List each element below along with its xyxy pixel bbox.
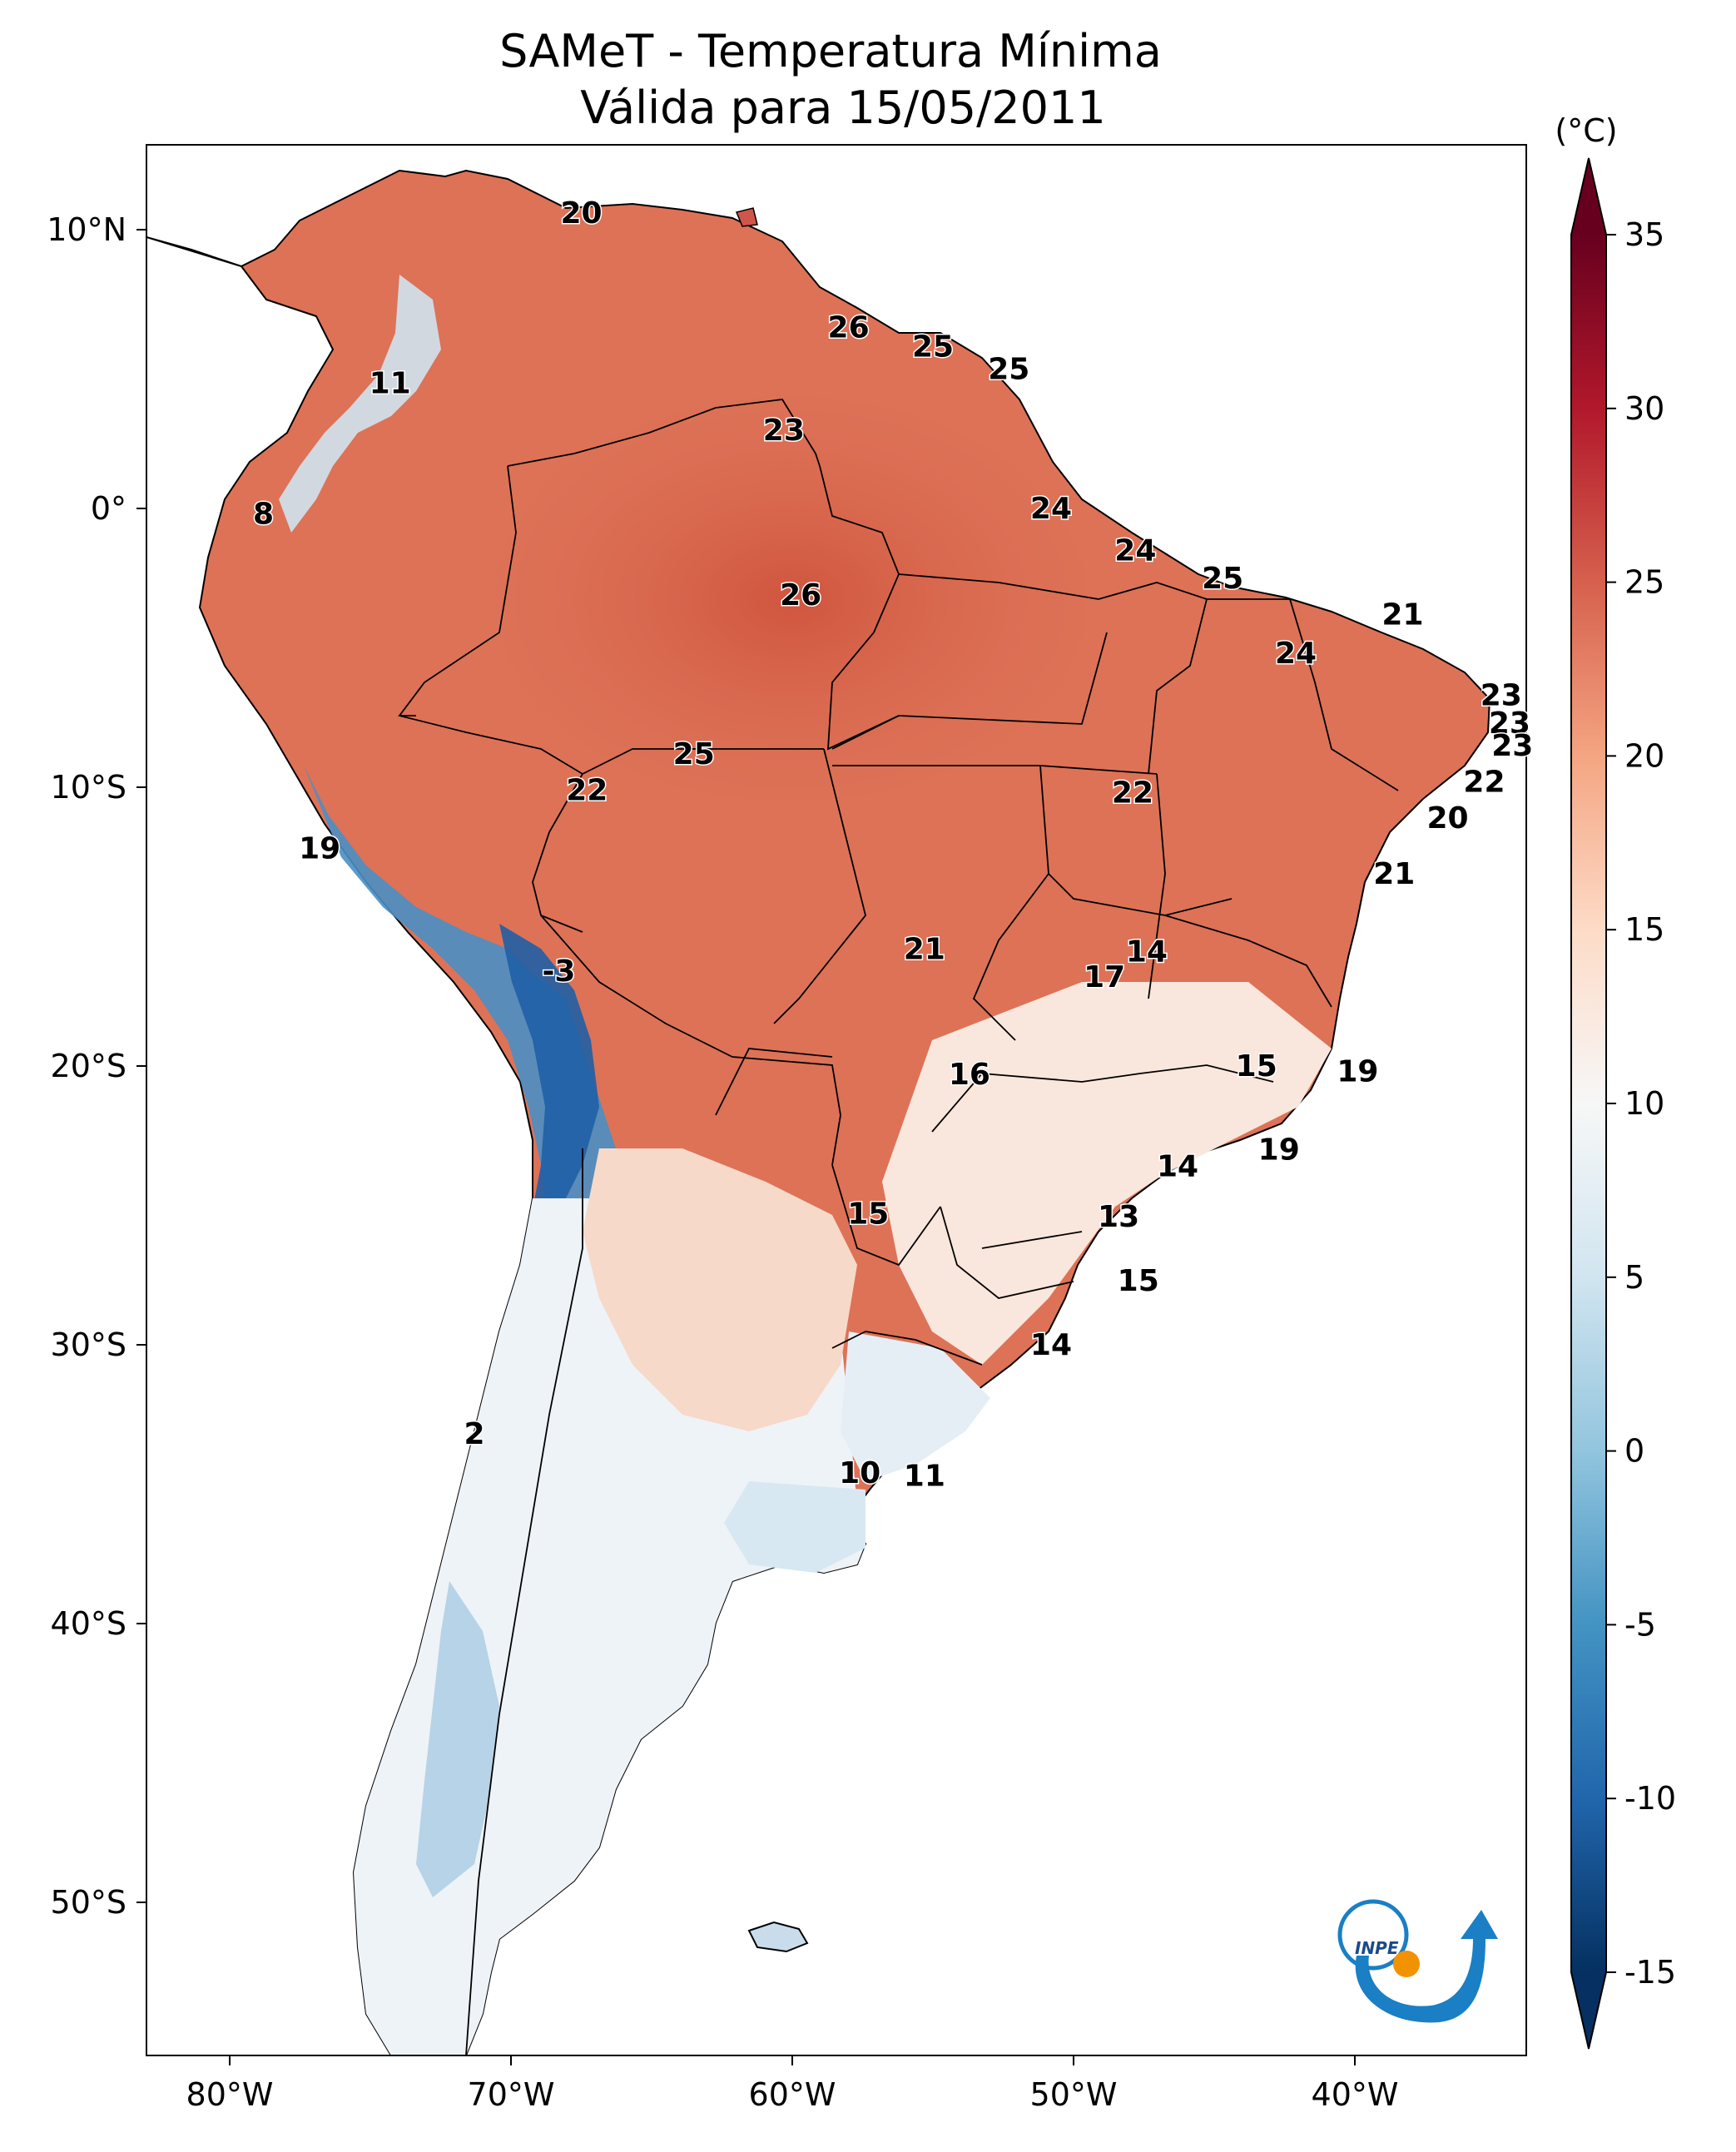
contour-label: -3	[542, 955, 575, 989]
north-andes-cool	[279, 275, 441, 533]
contour-label: 8	[253, 498, 274, 532]
y-tick-label: 50°S	[51, 1884, 126, 1921]
pampas-warm	[583, 1148, 857, 1431]
contour-label: 11	[904, 1459, 945, 1493]
contour-label: 25	[1202, 562, 1243, 596]
logo-circle	[1337, 1899, 1409, 1971]
contour-label: 15	[1118, 1264, 1159, 1298]
contour-label: 11	[370, 366, 411, 400]
colorbar-tick-label: 10	[1624, 1085, 1664, 1122]
contour-label: 22	[1463, 765, 1505, 799]
contour-label: 22	[566, 773, 608, 807]
contour-label: 17	[1084, 960, 1125, 994]
colorbar-tick-label: 25	[1624, 564, 1664, 601]
contour-label: 25	[912, 330, 954, 364]
contour-label: 19	[1337, 1055, 1378, 1089]
trinidad	[735, 207, 758, 227]
colorbar-tick-label: 35	[1624, 216, 1664, 253]
contour-label: 23	[1481, 678, 1522, 712]
colorbar-tick-label: 30	[1624, 390, 1664, 427]
contour-label: 20	[560, 196, 602, 231]
colorbar-tick-label: -15	[1624, 1954, 1676, 1991]
contour-label: 2	[464, 1417, 485, 1451]
colorbar-tick-label: -10	[1624, 1780, 1676, 1817]
contour-label: 25	[673, 737, 715, 771]
contour-label: 25	[988, 353, 1029, 387]
y-tick-label: 20°S	[51, 1048, 126, 1084]
logo-dot	[1393, 1951, 1420, 1977]
x-tick-label: 40°W	[1312, 2076, 1399, 2113]
contour-label: 21	[1381, 598, 1423, 632]
patagonia-blue	[416, 1581, 499, 1897]
contour-label: 23	[1489, 707, 1530, 741]
colorbar-tick-label: -5	[1624, 1606, 1656, 1643]
contour-label: 23	[763, 414, 805, 448]
colorbar: (°C) 35 30 25 20 15 10 5 0 -5 -10 -15	[1555, 112, 1676, 2050]
contour-label: 24	[1030, 492, 1072, 526]
y-tick-label: 30°S	[51, 1326, 126, 1363]
logo-swoosh	[1355, 1910, 1498, 2023]
colorbar-gradient	[1571, 235, 1606, 1972]
contour-label: 24	[1114, 533, 1156, 568]
contour-label: 14	[1157, 1150, 1198, 1184]
x-tick-label: 60°W	[749, 2076, 836, 2113]
contour-label: 15	[1236, 1049, 1277, 1083]
chart-title-line1: SAMeT - Temperatura Mínima	[499, 25, 1162, 77]
x-tick-label: 80°W	[186, 2076, 274, 2113]
colorbar-bottom-extend	[1571, 1972, 1606, 2049]
colorbar-top-extend	[1571, 158, 1606, 235]
contour-label: 10	[839, 1456, 880, 1490]
y-tick-label: 10°N	[47, 211, 126, 248]
contour-label: 13	[1098, 1200, 1139, 1234]
map-area	[146, 145, 1526, 2055]
contour-label: 16	[949, 1058, 990, 1092]
contour-label: 14	[1126, 935, 1168, 969]
chart-title-line2: Válida para 15/05/2011	[580, 82, 1105, 134]
baires-cool	[724, 1481, 866, 1573]
colorbar-tick-label: 0	[1624, 1433, 1644, 1470]
falklands	[747, 1921, 809, 1953]
contour-label: 26	[828, 310, 870, 345]
colorbar-ticks: 35 30 25 20 15 10 5 0 -5 -10 -15	[1606, 216, 1676, 1991]
contour-label: 26	[780, 578, 821, 612]
contour-label: 24	[1275, 637, 1317, 671]
y-tick-label: 10°S	[51, 769, 126, 806]
contour-label: 15	[847, 1197, 889, 1232]
contour-label: 23	[1491, 729, 1533, 763]
southeast-mild	[882, 982, 1332, 1365]
x-tick-label: 50°W	[1030, 2076, 1118, 2113]
colorbar-tick-label: 15	[1624, 911, 1664, 948]
logo-text: INPE	[1355, 1938, 1399, 1958]
contour-label: 19	[299, 832, 340, 866]
x-tick-label: 70°W	[468, 2076, 555, 2113]
country-borders	[398, 399, 1399, 2055]
colorbar-tick-label: 20	[1624, 737, 1664, 774]
colorbar-unit: (°C)	[1555, 112, 1617, 149]
uruguay-cool	[841, 1331, 990, 1481]
x-axis: 80°W 70°W 60°W 50°W 40°W	[186, 2055, 1399, 2113]
warm-core	[474, 383, 1107, 816]
y-tick-label: 40°S	[51, 1605, 126, 1642]
andes-deep-cold	[499, 924, 599, 1331]
colorbar-tick-label: 5	[1624, 1259, 1644, 1296]
contour-label: 22	[1112, 776, 1153, 811]
map-frame	[146, 144, 1527, 2056]
contour-label: 20	[1426, 801, 1468, 836]
contour-label: 21	[1373, 857, 1415, 891]
inpe-logo: INPE	[1337, 1899, 1498, 2023]
y-axis: 10°N 0° 10°S 20°S 30°S 40°S 50°S	[47, 211, 146, 1921]
contour-label: 14	[1030, 1328, 1072, 1362]
contour-label: 19	[1258, 1133, 1300, 1168]
contour-label: 21	[904, 932, 945, 966]
y-tick-label: 0°	[91, 490, 126, 527]
